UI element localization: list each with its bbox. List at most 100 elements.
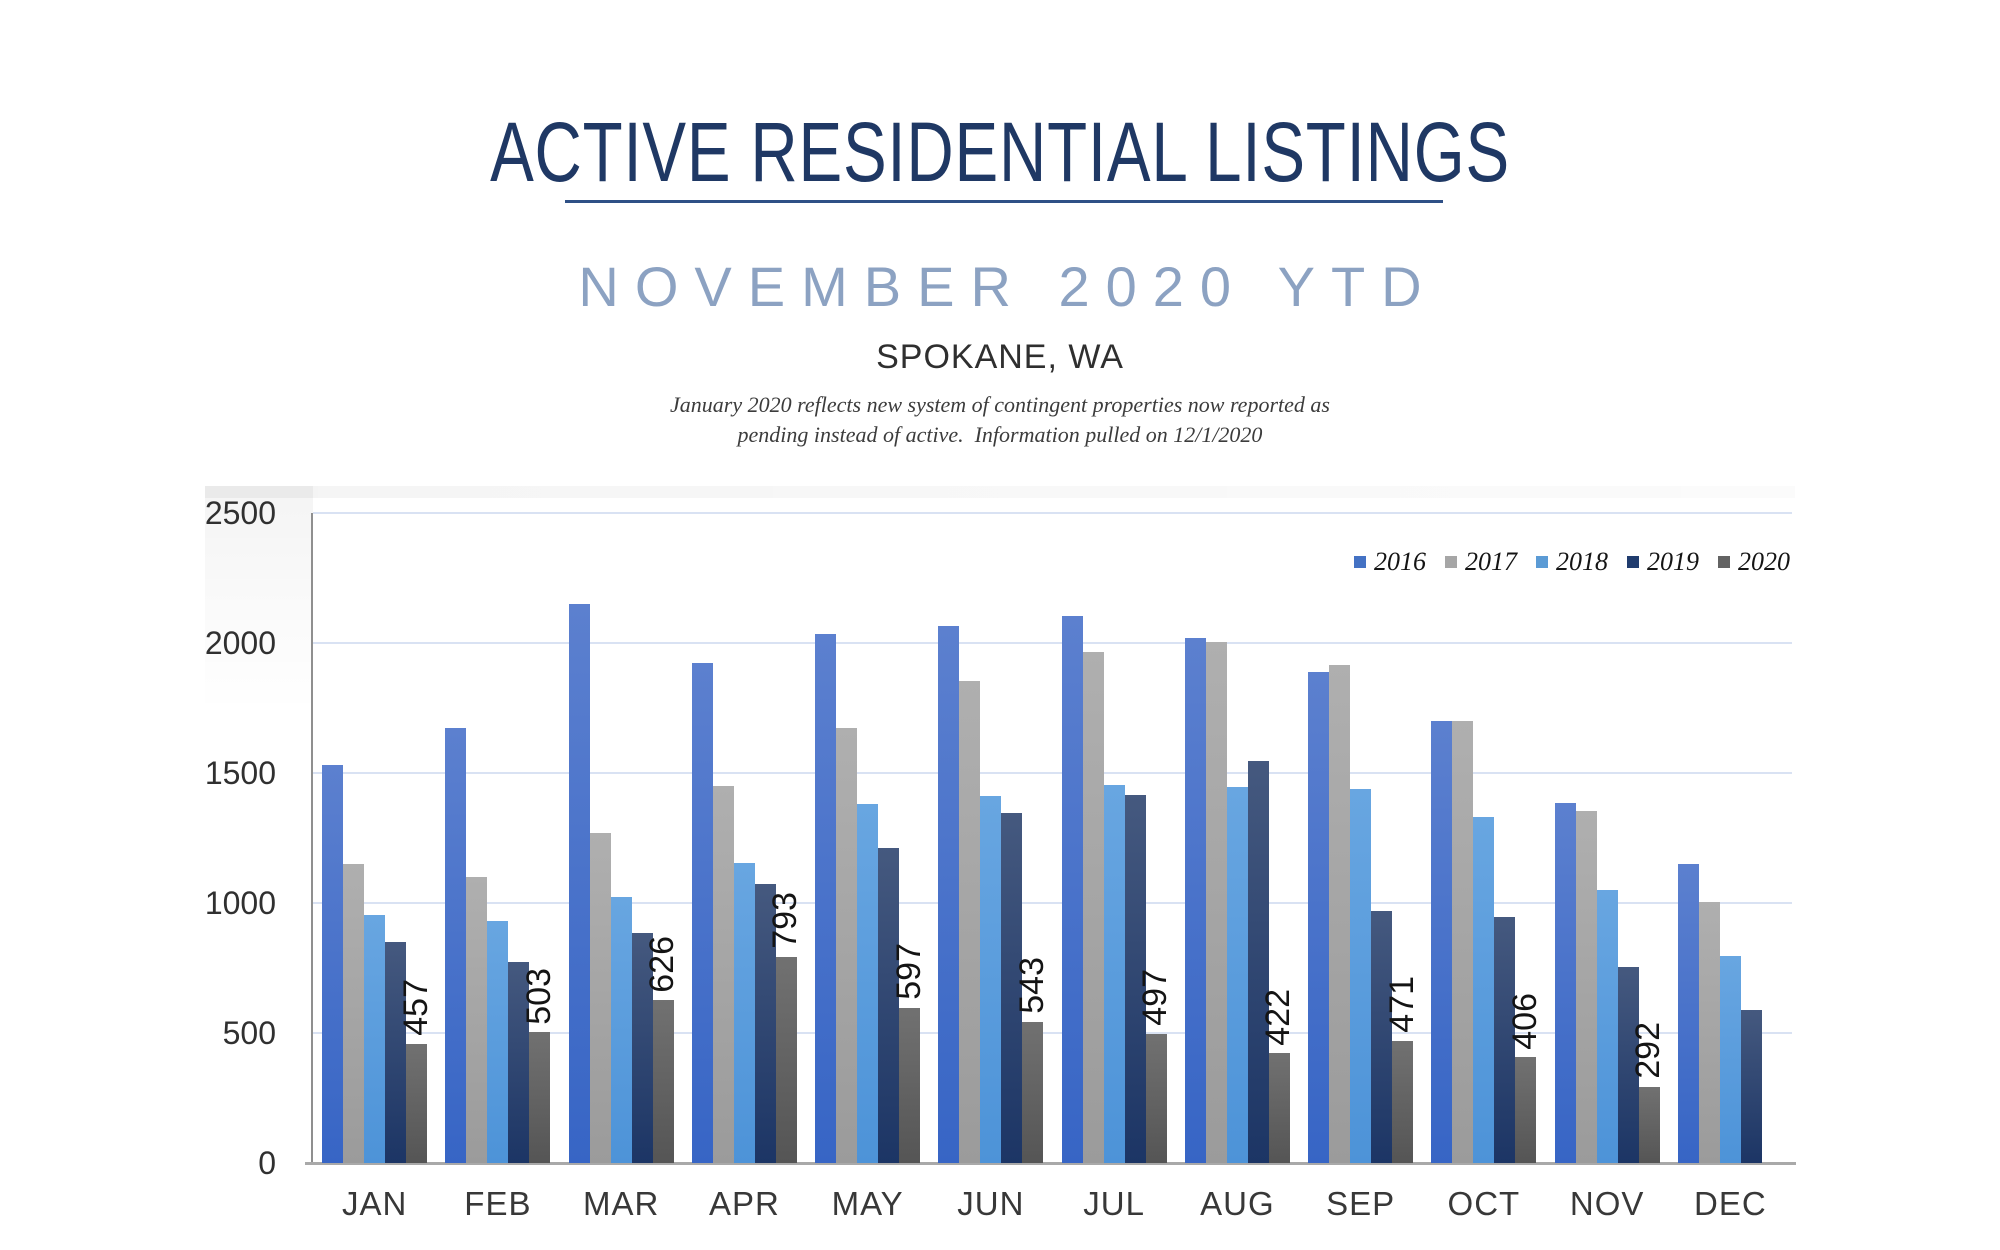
- bar-2017-oct: [1452, 721, 1474, 1163]
- bar-2020-sep: [1392, 1040, 1414, 1163]
- data-label-2020-jan: 457: [396, 979, 435, 1037]
- bar-2020-feb: [529, 1032, 551, 1163]
- x-axis-label-sep: SEP: [1326, 1185, 1396, 1222]
- data-label-2020-jul: 497: [1136, 969, 1175, 1026]
- bar-chart-plot-area: 2016 2017 2018 2019 2020 0 500 1000 1500 2000 250…: [205, 497, 1796, 1222]
- bar-2017-aug: [1205, 641, 1227, 1163]
- bar-2017-nov: [1575, 810, 1597, 1163]
- bar-2016-dec: [1677, 864, 1699, 1163]
- gridline-1000: [313, 902, 1792, 904]
- page-title: ACTIVE RESIDENTIAL LISTINGS: [490, 105, 1510, 199]
- bar-2016-mar: [568, 604, 590, 1163]
- legend-label-2019: 2019: [1647, 547, 1699, 576]
- data-label-2020-apr: 793: [766, 892, 805, 949]
- legend-label-2017: 2017: [1465, 547, 1517, 576]
- y-tick-label-1500: 1500: [204, 755, 276, 791]
- bar-2017-apr: [712, 786, 734, 1163]
- legend-label-2016: 2016: [1374, 547, 1426, 576]
- location-label: SPOKANE, WA: [876, 338, 1124, 376]
- bar-2020-jul: [1145, 1033, 1167, 1163]
- bar-2019-dec: [1740, 1009, 1762, 1163]
- legend-swatch-icon-2020: [1718, 556, 1730, 568]
- bar-2018-mar: [610, 896, 632, 1163]
- bar-2018-jan: [364, 914, 386, 1163]
- bar-2020-oct: [1515, 1057, 1537, 1163]
- gridline-500: [313, 1032, 1792, 1034]
- legend-item-2019: 2019: [1627, 549, 1699, 575]
- bar-2018-jul: [1103, 784, 1125, 1163]
- x-axis-label-nov: NOV: [1569, 1185, 1645, 1222]
- bar-2017-jun: [959, 680, 981, 1163]
- legend-item-2017: 2017: [1445, 549, 1517, 575]
- y-tick-label-2500: 2500: [204, 495, 276, 531]
- bar-2018-aug: [1226, 787, 1248, 1163]
- data-label-2020-feb: 503: [519, 967, 558, 1025]
- legend-item-2016: 2016: [1354, 549, 1426, 575]
- bar-2020-mar: [652, 1000, 674, 1163]
- bar-2017-may: [836, 727, 858, 1163]
- data-label-2020-mar: 626: [643, 935, 682, 993]
- bar-2017-dec: [1698, 901, 1720, 1163]
- bar-2018-sep: [1350, 788, 1372, 1163]
- y-tick-label-1000: 1000: [204, 885, 276, 921]
- bar-2016-jul: [1061, 615, 1083, 1163]
- bar-2019-jul: [1124, 795, 1146, 1163]
- y-axis-line: [311, 513, 313, 1163]
- bar-2018-apr: [733, 862, 755, 1163]
- x-axis-label-jun: JUN: [957, 1185, 1025, 1222]
- legend-swatch-icon-2016: [1354, 556, 1366, 568]
- bar-2018-may: [857, 804, 879, 1163]
- bar-2020-may: [899, 1007, 921, 1163]
- data-label-2020-oct: 406: [1505, 992, 1544, 1050]
- bar-2019-oct: [1494, 917, 1516, 1163]
- bar-2016-jun: [938, 626, 960, 1163]
- bar-2019-nov: [1617, 966, 1639, 1163]
- bar-2020-jan: [406, 1044, 428, 1163]
- note-line-2: pending instead of active. Information p…: [737, 422, 1263, 447]
- data-label-2020-may: 597: [889, 943, 928, 1000]
- bar-2019-apr: [754, 883, 776, 1163]
- bar-2017-feb: [466, 877, 488, 1163]
- title-underline: [565, 200, 1443, 203]
- bar-2019-feb: [508, 961, 530, 1163]
- data-label-2020-aug: 422: [1259, 988, 1298, 1046]
- bar-2016-may: [815, 633, 837, 1163]
- bar-2018-nov: [1596, 890, 1618, 1163]
- bar-2017-jul: [1082, 652, 1104, 1163]
- bar-2020-jun: [1022, 1021, 1044, 1163]
- bar-2020-nov: [1638, 1087, 1660, 1163]
- bar-2016-sep: [1308, 671, 1330, 1163]
- bar-2018-feb: [487, 921, 509, 1163]
- bar-2019-jan: [385, 942, 407, 1163]
- bar-2017-jan: [343, 864, 365, 1163]
- x-axis-label-feb: FEB: [464, 1185, 532, 1222]
- bar-2020-aug: [1268, 1053, 1290, 1163]
- x-axis-label-oct: OCT: [1447, 1185, 1521, 1222]
- bar-2017-mar: [589, 832, 611, 1163]
- y-tick-label-500: 500: [222, 1015, 276, 1051]
- legend-swatch-icon-2017: [1445, 556, 1457, 568]
- bar-2018-jun: [980, 796, 1002, 1163]
- x-axis-label-may: MAY: [831, 1185, 904, 1222]
- bar-2016-oct: [1431, 721, 1453, 1163]
- legend-label-2018: 2018: [1556, 547, 1608, 576]
- legend-swatch-icon-2019: [1627, 556, 1639, 568]
- note-line-1: January 2020 reflects new system of cont…: [670, 392, 1330, 417]
- legend-label-2020: 2020: [1738, 547, 1790, 576]
- gridline-2000: [313, 642, 1792, 644]
- subtitle: NOVEMBER 2020 YTD: [578, 255, 1438, 318]
- bar-2019-aug: [1247, 761, 1269, 1163]
- x-axis-label-apr: APR: [708, 1185, 780, 1222]
- x-axis-label-jan: JAN: [341, 1185, 408, 1222]
- x-axis-line: [305, 1162, 1796, 1165]
- bar-2019-may: [878, 848, 900, 1163]
- x-axis-label-dec: DEC: [1694, 1185, 1767, 1222]
- bar-2016-aug: [1184, 637, 1206, 1163]
- data-label-2020-sep: 471: [1382, 975, 1421, 1033]
- bar-2018-dec: [1719, 956, 1741, 1163]
- data-label-2020-nov: 292: [1629, 1022, 1668, 1080]
- background-artifact-band: [205, 486, 1795, 498]
- bar-2019-jun: [1001, 813, 1023, 1163]
- bar-2016-nov: [1554, 802, 1576, 1163]
- gridline-2500: [313, 512, 1792, 514]
